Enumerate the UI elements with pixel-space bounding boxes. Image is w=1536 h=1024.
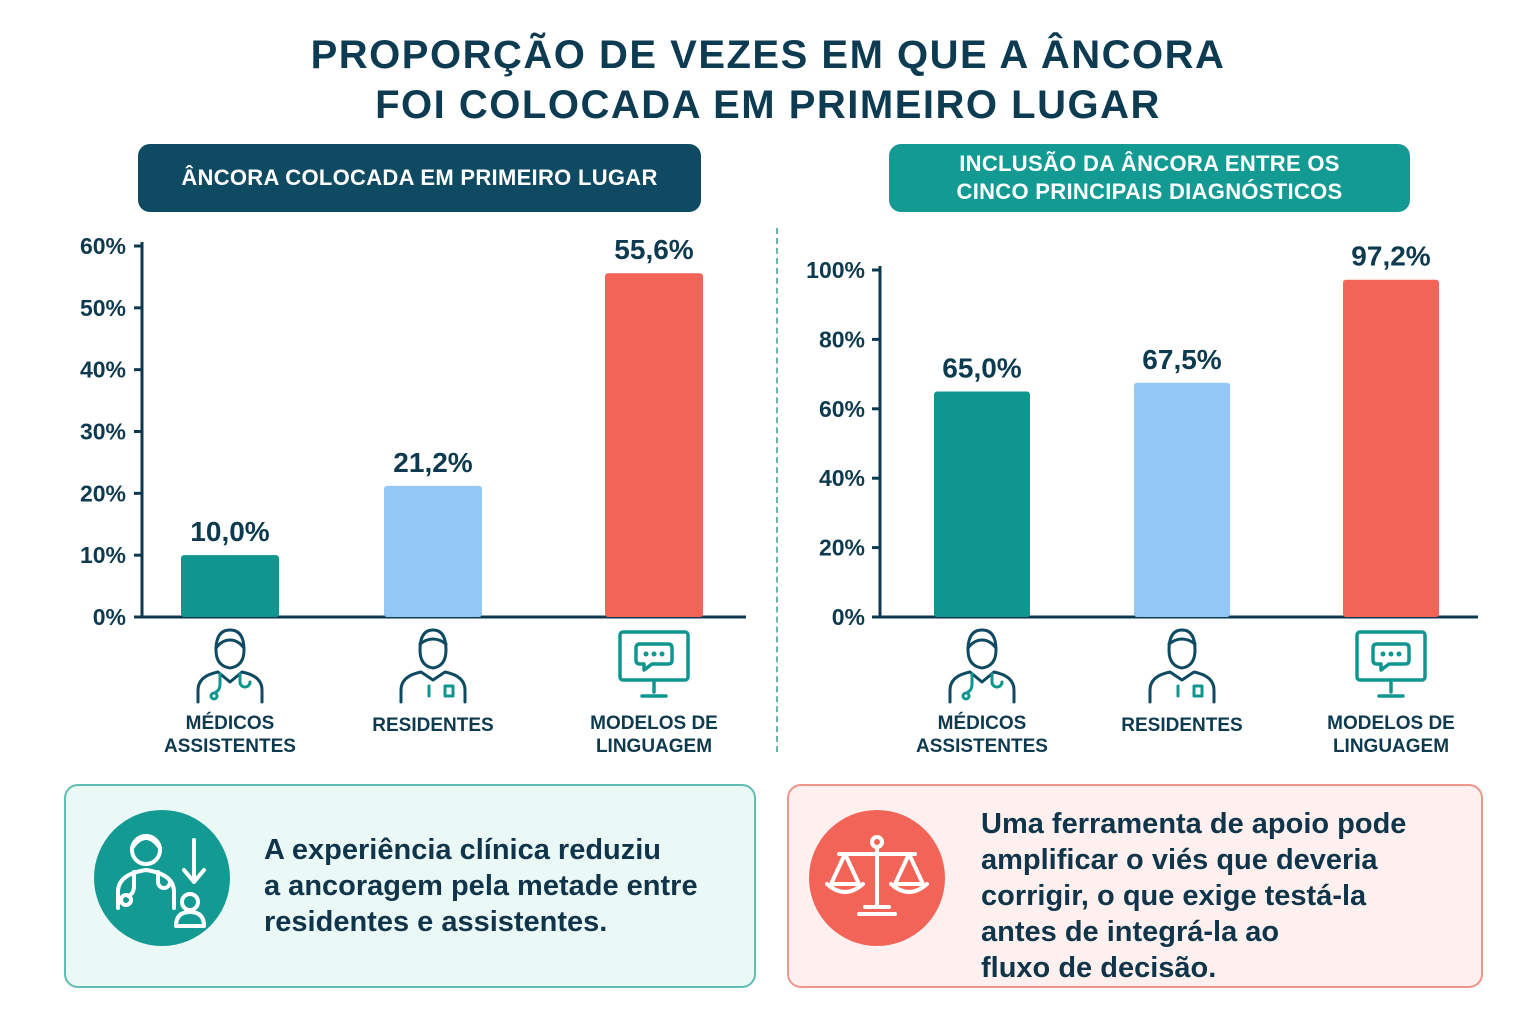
note-right-line-3: corrigir, o que exige testá-la (981, 880, 1367, 912)
right-bar-value-label: 97,2% (1351, 241, 1430, 272)
left-bar-2 (384, 485, 482, 617)
left-chart-title: ÂNCORA COLOCADA EM PRIMEIRO LUGAR (181, 165, 658, 190)
right-y-tick-label: 60% (819, 396, 865, 422)
title-line-2: FOI COLOCADA EM PRIMEIRO LUGAR (375, 83, 1161, 127)
left-bar-3 (605, 273, 703, 617)
doctor-experience-icon (94, 810, 230, 946)
right-category-label: RESIDENTES (1082, 714, 1282, 737)
left-bar-1 (181, 555, 279, 617)
left-y-tick-label: 0% (93, 604, 126, 630)
resident-icon (393, 626, 473, 709)
title-line-1: PROPORÇÃO DE VEZES EM QUE A ÂNCORA (310, 33, 1226, 77)
right-y-tick-label: 0% (832, 604, 865, 630)
right-chart-title-line-1: INCLUSÃO DA ÂNCORA ENTRE OS (959, 151, 1340, 176)
category-label-line: MODELOS DE (590, 713, 718, 734)
category-label-line: MÉDICOS (937, 713, 1027, 734)
category-label-line: MÉDICOS (185, 713, 275, 734)
left-category-label: RESIDENTES (333, 714, 533, 737)
monitor-chat-icon (1351, 626, 1431, 709)
balance-scale-icon (809, 810, 945, 946)
note-right-line-5: fluxo de decisão. (981, 952, 1217, 984)
right-chart-header: INCLUSÃO DA ÂNCORA ENTRE OS CINCO PRINCI… (889, 144, 1410, 212)
right-bar-value-label: 67,5% (1142, 344, 1221, 375)
category-label-line: ASSISTENTES (164, 736, 296, 757)
category-label-line: LINGUAGEM (595, 736, 713, 757)
right-y-tick-label: 40% (819, 465, 865, 491)
note-right: Uma ferramenta de apoio pode amplificar … (787, 784, 1483, 988)
note-right-text: Uma ferramenta de apoio pode amplificar … (981, 806, 1406, 986)
left-category-label: MODELOS DE LINGUAGEM (554, 712, 754, 758)
left-category-label: MÉDICOS ASSISTENTES (130, 712, 330, 758)
right-bar-2 (1134, 382, 1230, 617)
left-bar-value-label: 55,6% (614, 234, 693, 265)
category-label-line: ASSISTENTES (916, 736, 1048, 757)
page-title: PROPORÇÃO DE VEZES EM QUE A ÂNCORA FOI C… (0, 30, 1536, 130)
note-left-line-3: residentes e assistentes. (264, 906, 608, 938)
category-label-line: MODELOS DE (1327, 713, 1455, 734)
left-bar-value-label: 10,0% (190, 516, 269, 547)
note-left-text: A experiência clínica reduziu a ancorage… (264, 832, 698, 940)
right-y-tick-label: 80% (819, 326, 865, 352)
resident-icon (1142, 626, 1222, 709)
note-left-line-2: a ancoragem pela metade entre (264, 870, 698, 902)
right-bar-3 (1343, 279, 1439, 617)
left-y-tick-label: 60% (80, 233, 126, 259)
right-bar-1 (934, 391, 1030, 617)
left-y-tick-label: 20% (80, 480, 126, 506)
category-label-line: RESIDENTES (1121, 715, 1243, 736)
note-right-line-2: amplificar o viés que deveria (981, 844, 1378, 876)
note-right-line-4: antes de integrá-la ao (981, 916, 1280, 948)
right-bar-value-label: 65,0% (942, 352, 1021, 383)
doctor-icon (190, 626, 270, 709)
monitor-chat-icon (614, 626, 694, 709)
right-category-label: MÉDICOS ASSISTENTES (882, 712, 1082, 758)
left-chart-header: ÂNCORA COLOCADA EM PRIMEIRO LUGAR (138, 144, 701, 212)
category-label-line: LINGUAGEM (1332, 736, 1450, 757)
doctor-icon (942, 626, 1022, 709)
left-bar-value-label: 21,2% (393, 447, 472, 478)
right-y-tick-label: 20% (819, 535, 865, 561)
note-right-line-1: Uma ferramenta de apoio pode (981, 808, 1407, 840)
note-left: A experiência clínica reduziu a ancorage… (64, 784, 756, 988)
left-y-tick-label: 40% (80, 357, 126, 383)
right-category-label: MODELOS DE LINGUAGEM (1291, 712, 1491, 758)
left-y-tick-label: 30% (80, 419, 126, 445)
left-y-tick-label: 10% (80, 542, 126, 568)
panel-divider (776, 228, 778, 752)
right-chart-title-line-2: CINCO PRINCIPAIS DIAGNÓSTICOS (956, 179, 1343, 204)
note-left-line-1: A experiência clínica reduziu (264, 834, 662, 866)
right-y-tick-label: 100% (806, 257, 865, 283)
left-y-tick-label: 50% (80, 295, 126, 321)
category-label-line: RESIDENTES (372, 715, 494, 736)
